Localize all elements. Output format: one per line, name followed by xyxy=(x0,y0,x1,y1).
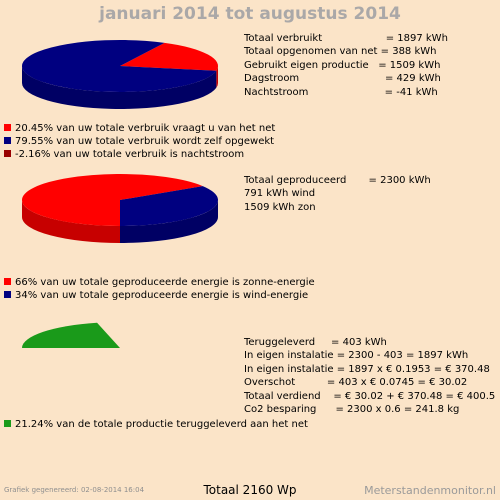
legend-label: -2.16% van uw totale verbruik is nachtst… xyxy=(15,149,245,160)
legend-swatch xyxy=(4,291,11,298)
pie-slice-side xyxy=(216,66,218,88)
stat-line: Co2 besparing = 2300 x 0.6 = 241.8 kg xyxy=(244,403,460,415)
legend-item: -2.16% van uw totale verbruik is nachtst… xyxy=(4,148,275,161)
stat-line: In eigen instalatie = 1897 x € 0.1953 = … xyxy=(244,363,490,375)
legend-item: 79.55% van uw totale verbruik wordt zelf… xyxy=(4,135,275,148)
pie-slice xyxy=(120,186,219,226)
pie-slice xyxy=(120,42,219,71)
legend-label: 34% van uw totale geproduceerde energie … xyxy=(15,290,309,301)
legend-item: 66% van uw totale geproduceerde energie … xyxy=(4,276,315,289)
stat-line: Gebruikt eigen productie = 1509 kWh xyxy=(244,59,441,71)
return-pie-chart xyxy=(22,322,120,348)
stat-line: In eigen instalatie = 2300 - 403 = 1897 … xyxy=(244,350,469,362)
legend-swatch xyxy=(4,124,11,131)
pie-slice-side xyxy=(22,66,217,109)
page-title: januari 2014 tot augustus 2014 xyxy=(99,4,401,24)
legend-item: 20.45% van uw totale verbruik vraagt u v… xyxy=(4,122,275,135)
legend-swatch xyxy=(4,150,11,157)
production-pie-chart xyxy=(22,174,219,243)
stat-line: Totaal verbruikt = 1897 kWh xyxy=(244,33,448,44)
consumption-stats: Totaal verbruikt = 1897 kWh Totaal opgeno… xyxy=(244,32,448,99)
legend-label: 66% van uw totale geproduceerde energie … xyxy=(15,277,315,288)
legend-swatch xyxy=(4,137,11,144)
pie-slice xyxy=(22,174,203,226)
return-stats: Teruggeleverd = 403 kWh In eigen instalat… xyxy=(244,336,495,416)
return-legend: 21.24% van de totale productie teruggele… xyxy=(4,418,308,431)
stat-line: Dagstroom = 429 kWh xyxy=(244,73,441,85)
consumption-pie-chart xyxy=(21,39,219,109)
total-wp: Totaal 2160 Wp xyxy=(203,483,297,497)
pie-slice xyxy=(21,39,217,92)
stat-line: 791 kWh wind xyxy=(244,188,316,200)
consumption-legend: 20.45% van uw totale verbruik vraagt u v… xyxy=(4,122,275,161)
legend-item: 34% van uw totale geproduceerde energie … xyxy=(4,289,315,302)
legend-swatch xyxy=(4,420,11,427)
legend-label: 21.24% van de totale productie teruggele… xyxy=(15,419,308,430)
stat-line: Totaal opgenomen van net = 388 kWh xyxy=(244,46,437,58)
stat-line: Totaal geproduceerd = 2300 kWh xyxy=(244,175,431,186)
stat-line: 1509 kWh zon xyxy=(244,201,316,213)
pie-slice-side xyxy=(120,200,218,243)
site-link[interactable]: Meterstandenmonitor.nl xyxy=(364,484,496,497)
pie-slice xyxy=(22,322,120,348)
legend-swatch xyxy=(4,278,11,285)
stat-line: Nachtstroom = -41 kWh xyxy=(244,86,438,98)
legend-label: 79.55% van uw totale verbruik wordt zelf… xyxy=(15,136,275,147)
production-legend: 66% van uw totale geproduceerde energie … xyxy=(4,276,315,302)
stat-line: Teruggeleverd = 403 kWh xyxy=(244,337,387,348)
stat-line: Overschot = 403 x € 0.0745 = € 30.02 xyxy=(244,377,468,389)
generated-timestamp: Grafiek gegenereerd: 02-08-2014 16:04 xyxy=(4,486,145,494)
stat-line: Totaal verdiend = € 30.02 + € 370.48 = €… xyxy=(244,390,496,402)
legend-item: 21.24% van de totale productie teruggele… xyxy=(4,418,308,431)
pie-slice-side xyxy=(22,200,120,243)
legend-label: 20.45% van uw totale verbruik vraagt u v… xyxy=(15,123,276,134)
production-stats: Totaal geproduceerd = 2300 kWh 791 kWh wi… xyxy=(244,174,431,214)
